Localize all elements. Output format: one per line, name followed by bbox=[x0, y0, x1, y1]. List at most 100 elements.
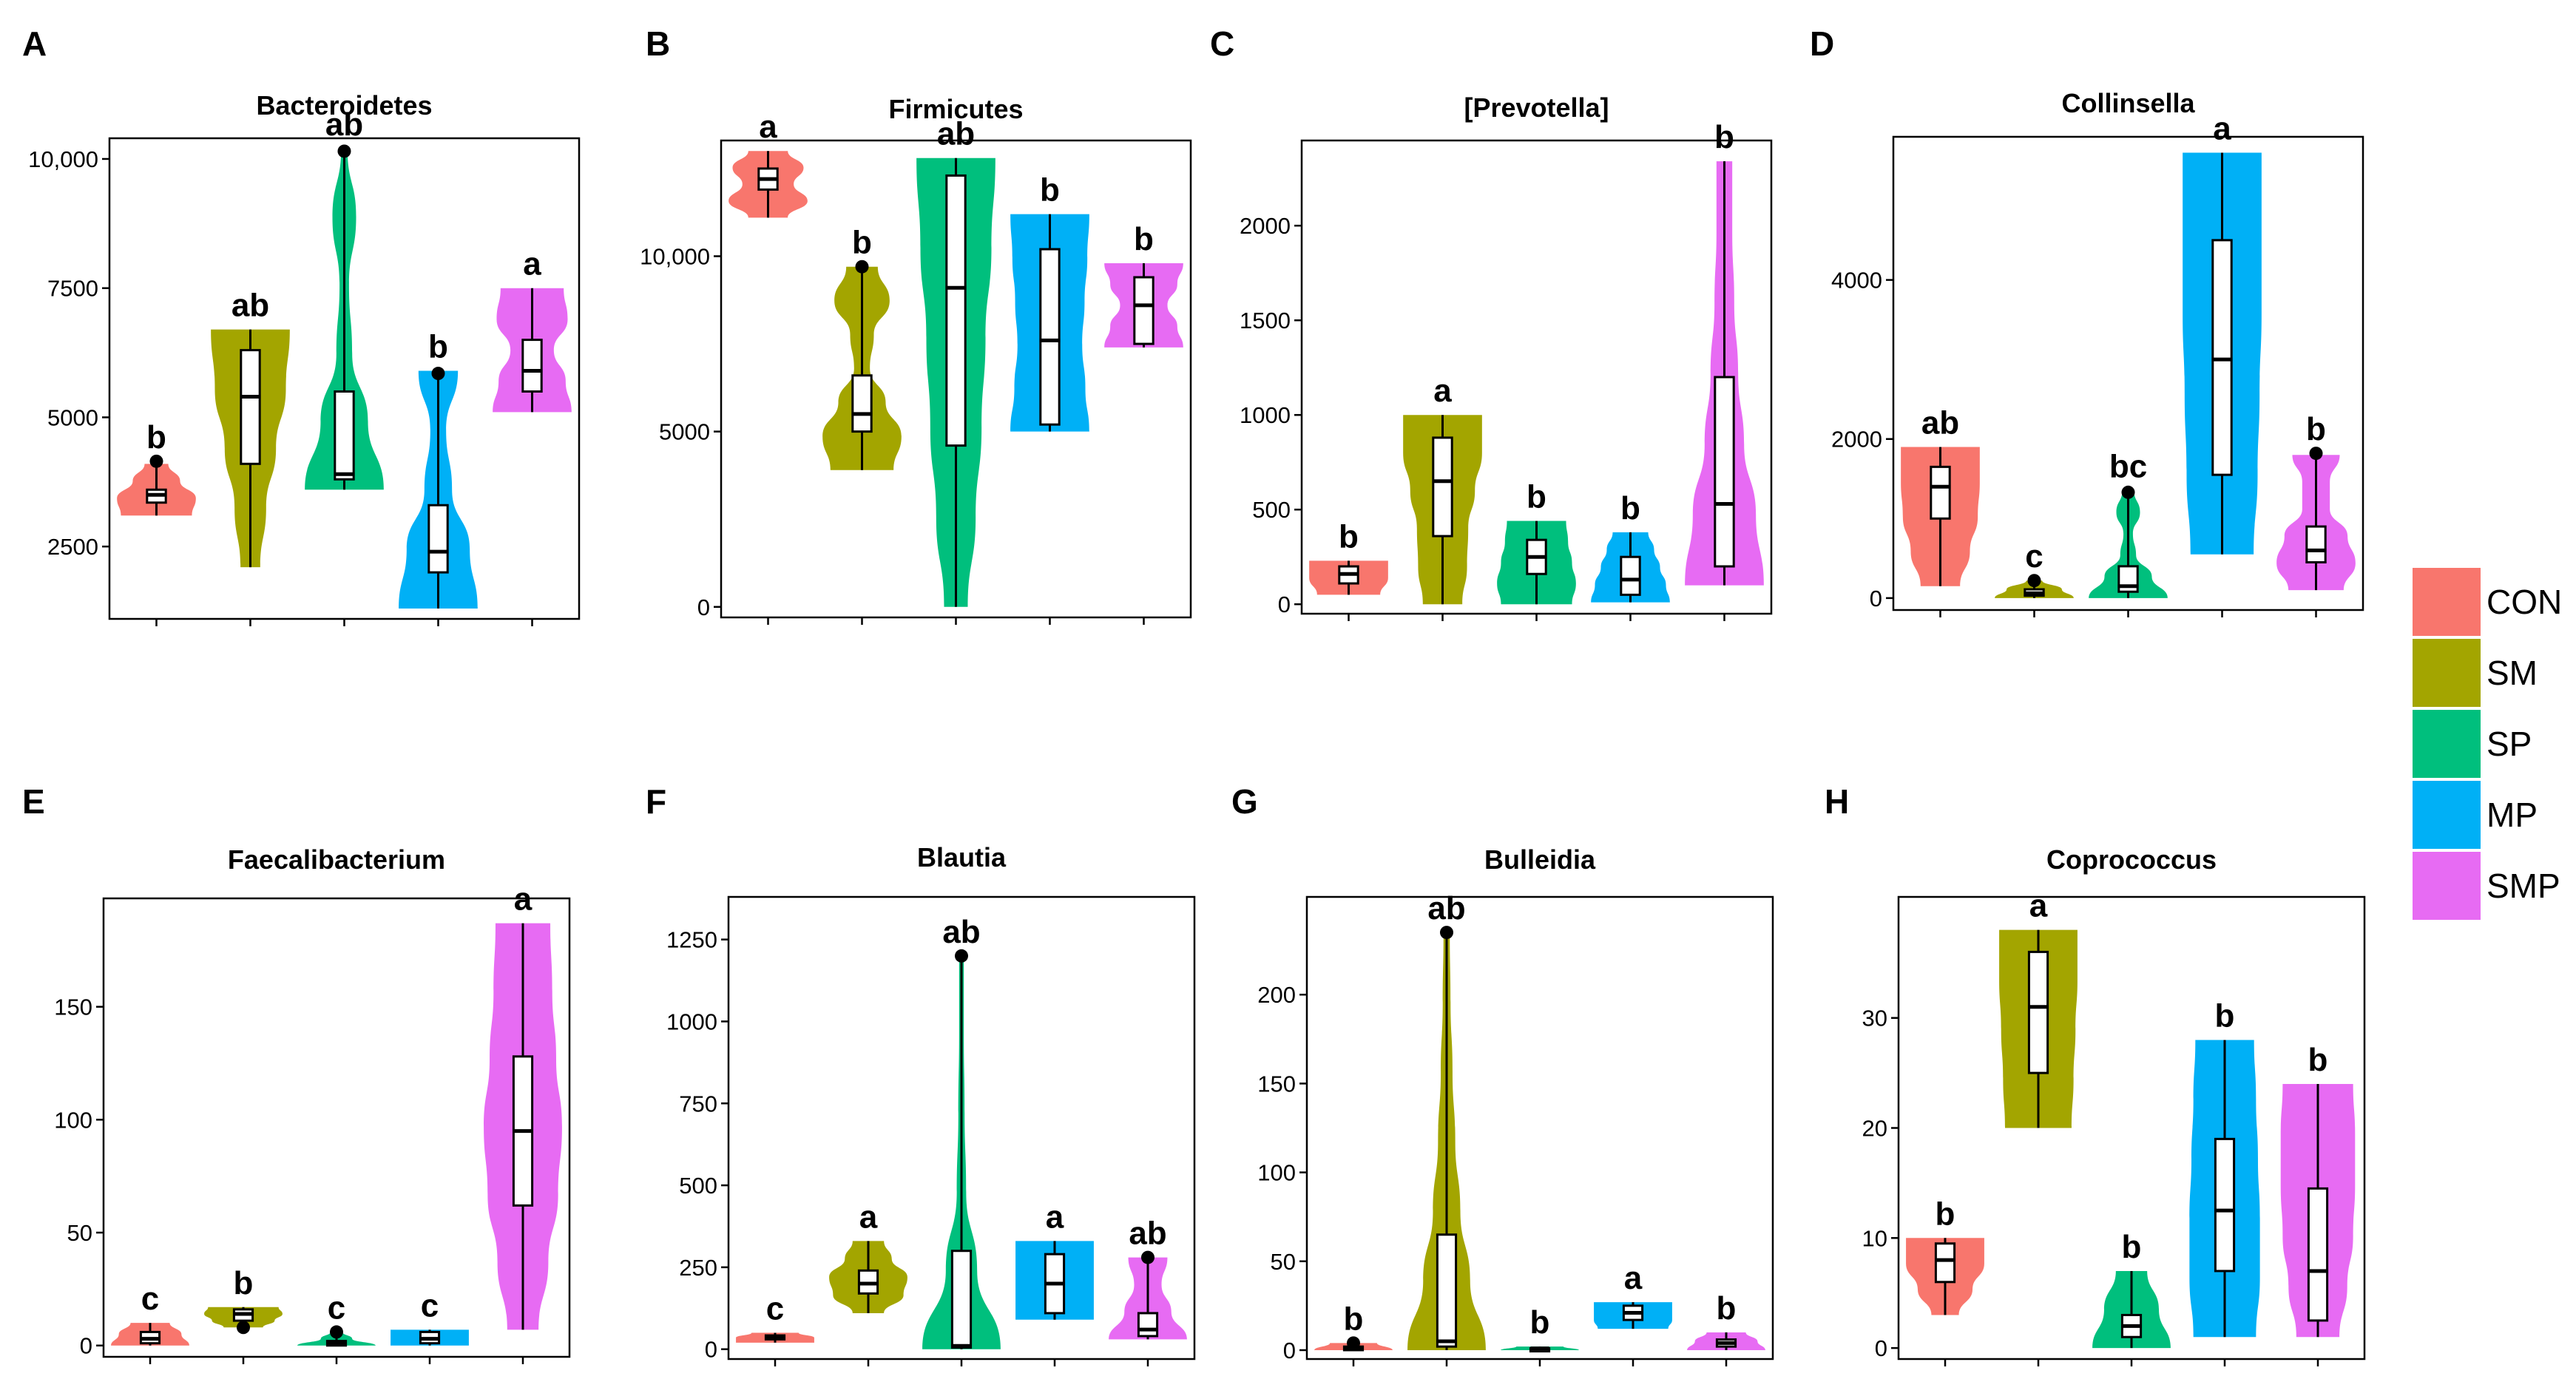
box-mp bbox=[2214, 1137, 2236, 1273]
y-tick-label: 10 bbox=[1862, 1225, 1887, 1251]
y-tick-label: 4000 bbox=[1831, 268, 1882, 294]
sig-letter-smp: ab bbox=[1129, 1216, 1166, 1252]
y-tick-label: 0 bbox=[80, 1333, 92, 1359]
box-smp bbox=[1133, 276, 1155, 345]
box-sm bbox=[851, 374, 873, 433]
box-con bbox=[1934, 1242, 1956, 1284]
outlier-point bbox=[855, 260, 869, 274]
y-tick-label: 1000 bbox=[1240, 402, 1291, 428]
y-tick-label: 2000 bbox=[1831, 427, 1882, 453]
outlier-point bbox=[237, 1321, 250, 1335]
y-tick-label: 10,000 bbox=[640, 244, 710, 270]
y-tick-label: 1250 bbox=[666, 927, 717, 953]
y-tick-label: 50 bbox=[1271, 1249, 1296, 1275]
sig-letter-sm: a bbox=[859, 1199, 878, 1235]
sig-letter-smp: b bbox=[2308, 1042, 2328, 1078]
sig-letter-mp: b bbox=[1620, 490, 1640, 526]
sig-letter-sm: ab bbox=[1427, 890, 1465, 926]
panel-title: Coprococcus bbox=[2046, 844, 2217, 875]
y-tick-label: 0 bbox=[697, 594, 710, 620]
sig-letter-sp: ab bbox=[937, 116, 975, 152]
sig-letter-sm: a bbox=[1433, 373, 1452, 409]
y-tick-label: 100 bbox=[1257, 1160, 1296, 1186]
sig-letter-mp: b bbox=[428, 329, 448, 365]
panel-letter: G bbox=[1231, 782, 1258, 821]
legend: CON SM SP MP SMP bbox=[2413, 568, 2562, 920]
box-smp bbox=[2305, 525, 2327, 563]
y-tick-label: 0 bbox=[1875, 1335, 1887, 1361]
sig-letter-mp: a bbox=[1046, 1199, 1064, 1235]
panel-letter: H bbox=[1825, 782, 1849, 821]
sig-letter-con: c bbox=[766, 1291, 784, 1327]
panel-title: Blautia bbox=[917, 842, 1007, 872]
box-sp bbox=[334, 390, 355, 481]
y-tick-label: 0 bbox=[1278, 592, 1291, 617]
outlier-point bbox=[1440, 926, 1453, 940]
outlier-point bbox=[431, 367, 445, 381]
outlier-point bbox=[2121, 485, 2135, 499]
box-sp bbox=[950, 1250, 973, 1349]
y-tick-label: 2500 bbox=[47, 534, 98, 560]
box-smp bbox=[521, 339, 543, 393]
y-tick-label: 2000 bbox=[1240, 213, 1291, 239]
y-tick-label: 5000 bbox=[47, 404, 98, 430]
y-tick-label: 150 bbox=[54, 995, 92, 1020]
box-smp bbox=[1714, 376, 1735, 568]
panel-title: Firmicutes bbox=[888, 94, 1023, 124]
panel-letter: B bbox=[646, 24, 670, 63]
sig-letter-sm: a bbox=[2029, 888, 2048, 924]
box-mp bbox=[1620, 555, 1641, 596]
panel-letter: E bbox=[22, 782, 45, 821]
box-mp bbox=[1039, 248, 1061, 426]
sig-letter-mp: a bbox=[1624, 1260, 1643, 1296]
y-tick-label: 30 bbox=[1862, 1006, 1887, 1031]
box-con bbox=[1930, 465, 1951, 520]
panel-f: F Blautia 0 250 500 750 1000 1250 c a ab a ab bbox=[646, 782, 1196, 1366]
panel-letter: F bbox=[646, 782, 666, 821]
sig-letter-con: b bbox=[1344, 1301, 1364, 1337]
panel-h: H Coprococcus 0 10 20 30 b a b b b bbox=[1825, 782, 2366, 1366]
legend-key-mp bbox=[2413, 781, 2481, 849]
box-mp bbox=[2211, 239, 2233, 476]
outlier-point bbox=[337, 144, 351, 158]
panel-title: Faecalibacterium bbox=[228, 844, 445, 875]
panel-e: E Faecalibacterium 0 50 100 150 c b c c a bbox=[22, 782, 571, 1364]
box-sm bbox=[1432, 436, 1453, 538]
sig-letter-sp: c bbox=[328, 1290, 345, 1326]
sig-letter-sm: ab bbox=[231, 288, 269, 324]
legend-label-sm: SM bbox=[2487, 654, 2538, 692]
sig-letter-con: b bbox=[146, 419, 166, 455]
y-tick-label: 7500 bbox=[47, 276, 98, 302]
y-tick-label: 250 bbox=[679, 1255, 717, 1281]
sig-letter-con: a bbox=[759, 109, 777, 145]
box-sm bbox=[1436, 1233, 1458, 1348]
y-tick-label: 0 bbox=[705, 1337, 717, 1363]
sig-letter-smp: b bbox=[1134, 221, 1154, 257]
legend-label-sp: SP bbox=[2487, 725, 2532, 763]
box-sm bbox=[2027, 950, 2049, 1074]
legend-label-con: CON bbox=[2487, 583, 2562, 621]
outlier-point bbox=[330, 1325, 343, 1339]
outlier-point bbox=[955, 949, 968, 963]
y-tick-label: 150 bbox=[1257, 1071, 1296, 1097]
y-tick-label: 0 bbox=[1283, 1338, 1296, 1363]
sig-letter-mp: b bbox=[1040, 172, 1060, 209]
sig-letter-mp: b bbox=[2215, 997, 2235, 1034]
y-tick-label: 0 bbox=[1870, 586, 1882, 611]
panel-letter: D bbox=[1810, 24, 1834, 63]
legend-key-sp bbox=[2413, 710, 2481, 778]
sig-letter-sm: b bbox=[852, 225, 872, 261]
outlier-point bbox=[2309, 447, 2323, 461]
outlier-point bbox=[149, 454, 163, 468]
box-sm bbox=[240, 349, 261, 465]
box-smp bbox=[1137, 1312, 1159, 1338]
panel-title: Collinsella bbox=[2061, 88, 2195, 118]
sig-letter-sp: ab bbox=[942, 914, 980, 950]
legend-key-smp bbox=[2413, 852, 2481, 920]
sig-letter-sp: b bbox=[1527, 479, 1546, 515]
sig-letter-mp: c bbox=[421, 1287, 439, 1324]
y-tick-label: 500 bbox=[1252, 497, 1291, 523]
